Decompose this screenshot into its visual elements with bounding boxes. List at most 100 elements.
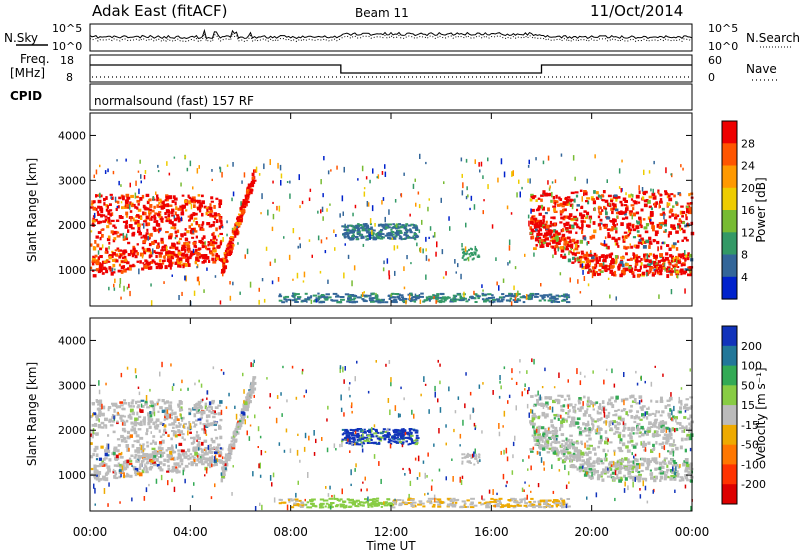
heatmap-cell — [545, 430, 549, 434]
heatmap-cell — [226, 457, 229, 460]
heatmap-cell — [530, 228, 535, 232]
heatmap-cell — [236, 224, 241, 227]
heatmap-cell — [126, 463, 131, 466]
heatmap-cell — [145, 470, 149, 474]
heatmap-cell — [166, 407, 170, 411]
heatmap-cell — [535, 157, 537, 161]
heatmap-cell — [646, 254, 651, 258]
heatmap-cell — [403, 233, 407, 236]
heatmap-cell — [660, 266, 665, 270]
heatmap-cell — [592, 200, 597, 205]
heatmap-cell — [533, 247, 537, 251]
heatmap-cell — [112, 239, 116, 243]
heatmap-cell — [156, 401, 159, 404]
heatmap-cell — [125, 419, 129, 423]
heatmap-cell — [658, 272, 663, 276]
heatmap-cell — [114, 457, 119, 461]
heatmap-cell — [145, 461, 149, 465]
heatmap-cell — [551, 240, 556, 244]
heatmap-cell — [142, 448, 146, 451]
heatmap-cell — [167, 447, 172, 451]
heatmap-cell — [160, 252, 163, 255]
heatmap-cell — [182, 205, 186, 209]
heatmap-cell — [616, 460, 619, 464]
heatmap-cell — [176, 456, 179, 461]
heatmap-cell — [441, 249, 444, 255]
heatmap-cell — [548, 293, 552, 296]
heatmap-cell — [634, 262, 639, 266]
heatmap-cell — [153, 425, 157, 429]
heatmap-cell — [597, 194, 600, 198]
heatmap-cell — [395, 233, 399, 236]
heatmap-cell — [370, 428, 375, 430]
heatmap-cell — [97, 250, 100, 255]
heatmap-cell — [159, 468, 164, 472]
heatmap-cell — [604, 440, 607, 445]
heatmap-cell — [561, 449, 566, 454]
heatmap-cell — [599, 270, 604, 273]
heatmap-cell — [615, 395, 619, 400]
heatmap-cell — [576, 457, 579, 461]
heatmap-cell — [688, 429, 692, 433]
heatmap-cell — [149, 204, 153, 208]
heatmap-cell — [409, 213, 411, 217]
heatmap-cell — [643, 459, 646, 463]
heatmap-cell — [116, 159, 118, 162]
heatmap-cell — [544, 236, 548, 239]
heatmap-cell — [659, 200, 663, 204]
heatmap-cell — [560, 433, 565, 437]
heatmap-cell — [168, 262, 173, 265]
heatmap-cell — [608, 253, 612, 256]
heatmap-cell — [686, 208, 689, 212]
heatmap-cell — [221, 467, 225, 471]
heatmap-cell — [555, 241, 559, 245]
heatmap-cell — [591, 272, 594, 279]
heatmap-cell — [571, 464, 576, 469]
heatmap-cell — [99, 399, 103, 404]
heatmap-cell — [611, 226, 615, 230]
heatmap-cell — [192, 201, 196, 204]
heatmap-cell — [540, 222, 545, 226]
heatmap-cell — [147, 222, 151, 226]
heatmap-cell — [165, 400, 170, 404]
heatmap-cell — [269, 261, 272, 266]
heatmap-cell — [144, 211, 147, 216]
heatmap-cell — [586, 211, 590, 216]
heatmap-cell — [627, 440, 631, 444]
heatmap-cell — [142, 204, 146, 209]
heatmap-cell — [614, 421, 618, 424]
heatmap-cell — [541, 296, 546, 299]
heatmap-cell — [213, 446, 216, 450]
heatmap-cell — [144, 402, 148, 406]
heatmap-cell — [380, 233, 385, 236]
heatmap-cell — [178, 464, 182, 468]
heatmap-cell — [679, 445, 683, 450]
heatmap-cell — [594, 420, 597, 423]
heatmap-cell — [550, 235, 553, 238]
heatmap-cell — [278, 293, 282, 296]
heatmap-cell — [208, 259, 211, 264]
heatmap-cell — [388, 274, 391, 280]
heatmap-cell — [113, 287, 116, 291]
heatmap-cell — [201, 254, 206, 259]
heatmap-cell — [470, 253, 473, 256]
heatmap-cell — [173, 215, 175, 219]
heatmap-cell — [388, 209, 390, 215]
heatmap-cell — [124, 459, 128, 463]
heatmap-cell — [563, 253, 566, 256]
heatmap-cell — [291, 299, 296, 302]
heatmap-cell — [662, 263, 665, 266]
heatmap-cell — [619, 263, 622, 267]
heatmap-cell — [156, 197, 160, 202]
heatmap-cell — [116, 438, 121, 441]
heatmap-cell — [159, 441, 162, 444]
heatmap-cell — [232, 444, 236, 448]
heatmap-cell — [272, 180, 274, 184]
heatmap-cell — [640, 462, 645, 467]
heatmap-cell — [632, 468, 635, 472]
heatmap-cell — [576, 417, 581, 421]
heatmap-cell — [414, 236, 419, 239]
heatmap-cell — [211, 178, 213, 182]
heatmap-cell — [317, 295, 323, 298]
heatmap-cell — [596, 476, 601, 481]
